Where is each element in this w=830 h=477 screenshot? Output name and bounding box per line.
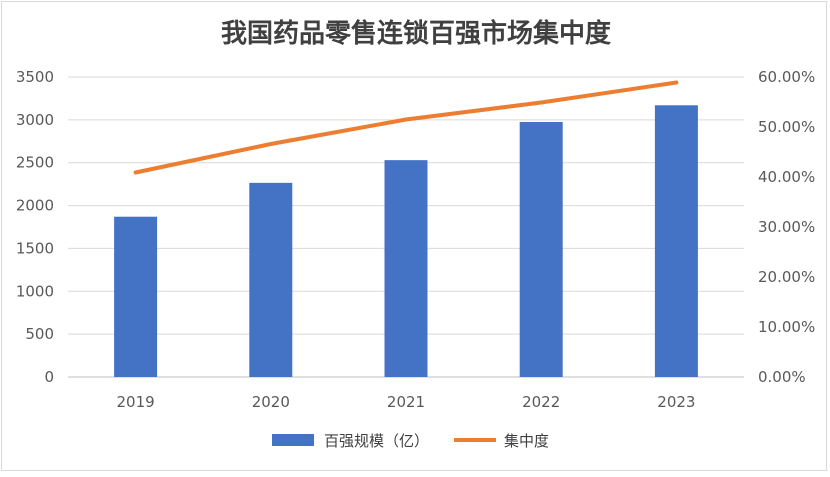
left-axis-tick-label: 2500 <box>16 154 54 172</box>
legend: 百强规模（亿） 集中度 <box>272 432 549 450</box>
right-axis-tick-label: 10.00% <box>758 318 815 336</box>
x-axis-tick-label: 2023 <box>657 393 695 411</box>
chart-title: 我国药品零售连锁百强市场集中度 <box>221 18 611 49</box>
left-axis-tick-label: 3500 <box>16 68 54 86</box>
right-axis-tick-label: 50.00% <box>758 118 815 136</box>
x-axis-ticks: 2019 2020 2021 2022 2023 <box>117 393 696 411</box>
line-series <box>133 80 679 175</box>
legend-swatch-bar <box>272 434 314 446</box>
left-axis-ticks: 0 500 1000 1500 2000 2500 3000 3500 <box>16 68 54 386</box>
right-axis-tick-label: 40.00% <box>758 168 815 186</box>
left-axis-tick-label: 2000 <box>16 197 54 215</box>
right-axis-tick-label: 20.00% <box>758 268 815 286</box>
right-axis-tick-label: 30.00% <box>758 218 815 236</box>
right-axis-tick-label: 0.00% <box>758 368 806 386</box>
bar <box>519 122 563 377</box>
legend-label-bar: 百强规模（亿） <box>324 432 429 450</box>
x-axis-tick-label: 2020 <box>252 393 290 411</box>
x-axis-tick-label: 2022 <box>522 393 560 411</box>
left-axis-tick-label: 500 <box>25 325 54 343</box>
line-series-path <box>133 80 679 175</box>
bar-series <box>114 105 698 378</box>
x-axis-tick-label: 2019 <box>117 393 155 411</box>
left-axis-tick-label: 1000 <box>16 282 54 300</box>
bar <box>249 182 293 377</box>
bar <box>114 216 158 377</box>
bar <box>654 105 698 378</box>
right-axis-tick-label: 60.00% <box>758 68 815 86</box>
left-axis-tick-label: 3000 <box>16 111 54 129</box>
left-axis-tick-label: 1500 <box>16 239 54 257</box>
right-axis-ticks: 0.00% 10.00% 20.00% 30.00% 40.00% 50.00% 60.00… <box>758 68 815 386</box>
bar <box>384 160 428 377</box>
x-axis-tick-label: 2021 <box>387 393 425 411</box>
left-axis-tick-label: 0 <box>44 368 54 386</box>
legend-label-line: 集中度 <box>504 432 549 450</box>
